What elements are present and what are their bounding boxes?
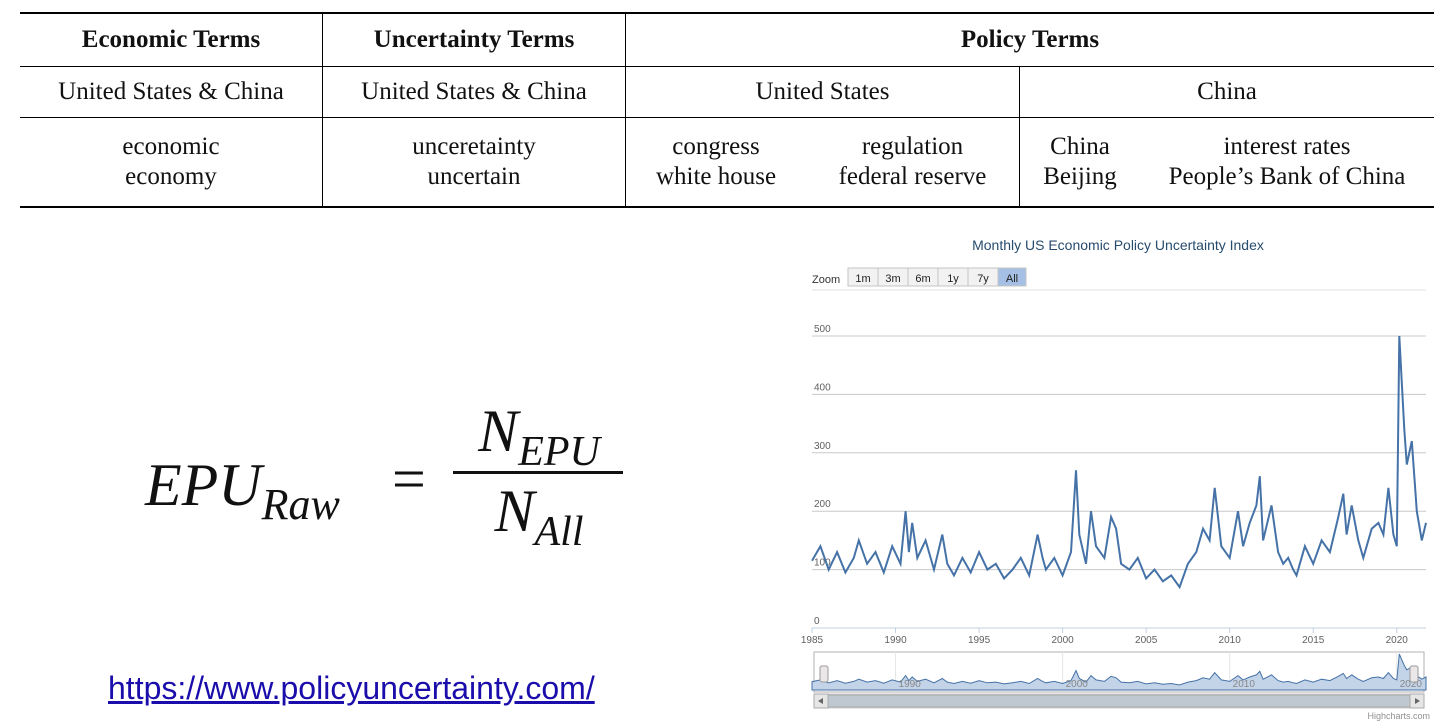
x-tick-label: 2000 xyxy=(1051,635,1074,646)
term: Beijing xyxy=(1043,163,1117,190)
term: interest rates xyxy=(1223,133,1351,160)
navigator-label: 2020 xyxy=(1400,679,1423,690)
chart-credit[interactable]: Highcharts.com xyxy=(1367,711,1430,721)
zoom-button-label: 3m xyxy=(885,273,900,285)
zoom-button-label: 6m xyxy=(915,273,930,285)
table-terms-row: economic economy unceretainty uncertain … xyxy=(20,117,1434,207)
zoom-buttons: 1m 3m 6m 1y 7y All xyxy=(847,267,1027,287)
term: congress xyxy=(672,133,760,160)
navigator-label: 2010 xyxy=(1233,679,1256,690)
navigator-left-handle[interactable] xyxy=(819,665,829,683)
zoom-button-bg xyxy=(997,267,1027,287)
formula-num-sub: EPU xyxy=(518,429,600,475)
term: federal reserve xyxy=(838,163,987,190)
fraction-bar xyxy=(453,471,623,474)
y-tick-label: 0 xyxy=(814,616,820,627)
formula-num-base: N xyxy=(478,398,519,464)
formula-lhs-base: EPU xyxy=(145,452,262,518)
y-tick-label: 400 xyxy=(814,382,831,393)
zoom-button-label: All xyxy=(1006,273,1018,285)
navigator-labels: 1990 2000 2010 2020 xyxy=(899,679,1423,690)
x-tick-labels: 1985 1990 1995 2000 2005 2010 2015 2020 xyxy=(801,628,1408,646)
china-policy-terms-cell-2: interest rates People’s Bank of China xyxy=(1140,117,1434,207)
policyuncertainty-link[interactable]: https://www.policyuncertainty.com/ xyxy=(108,670,595,706)
chart-title: Monthly US Economic Policy Uncertainty I… xyxy=(972,237,1264,253)
subheader-uncertainty-region: United States & China xyxy=(322,66,626,118)
header-economic-terms: Economic Terms xyxy=(20,13,323,67)
china-policy-terms-cell-1: China Beijing xyxy=(1019,117,1140,207)
y-tick-label: 100 xyxy=(814,558,831,569)
zoom-button-1m[interactable]: 1m xyxy=(847,267,879,287)
zoom-label: Zoom xyxy=(812,274,840,286)
subheader-united-states: United States xyxy=(625,66,1020,118)
term: white house xyxy=(655,163,777,190)
term: uncertain xyxy=(427,163,521,190)
zoom-button-label: 7y xyxy=(977,273,989,285)
header-policy-terms: Policy Terms xyxy=(960,26,1100,53)
x-tick-label: 1990 xyxy=(884,635,907,646)
formula-den-sub: All xyxy=(534,509,584,555)
formula-lhs-sub: Raw xyxy=(261,480,340,529)
term: economic xyxy=(122,133,220,160)
term: China xyxy=(1050,133,1110,160)
y-tick-label: 300 xyxy=(814,441,831,452)
navigator-label: 1990 xyxy=(899,679,922,690)
scroll-right-arrow-icon xyxy=(1415,698,1420,704)
zoom-button-1y[interactable]: 1y xyxy=(937,267,969,287)
table-subheader-row: United States & China United States & Ch… xyxy=(20,66,1434,118)
zoom-button-all[interactable]: All xyxy=(997,267,1027,287)
y-tick-label: 500 xyxy=(814,324,831,335)
us-policy-terms-cell-2: regulation federal reserve xyxy=(806,117,1020,207)
search-terms-table: Economic Terms Uncertainty Terms Policy … xyxy=(20,12,1434,208)
formula-denominator: NAll xyxy=(457,477,621,556)
term: regulation xyxy=(861,133,964,160)
us-policy-terms-cell-1: congress white house xyxy=(625,117,806,207)
header-uncertainty-terms: Uncertainty Terms xyxy=(322,13,626,67)
epu-series-line xyxy=(811,335,1427,590)
x-tick-label: 1985 xyxy=(801,635,824,646)
term: unceretainty xyxy=(412,133,536,160)
epu-raw-formula: EPURaw = NEPU NAll xyxy=(145,398,645,565)
economic-terms-cell: economic economy xyxy=(20,117,323,207)
formula-equals: = xyxy=(392,446,426,512)
zoom-button-label: 1y xyxy=(947,273,959,285)
subheader-economic-region: United States & China xyxy=(20,66,323,118)
zoom-button-7y[interactable]: 7y xyxy=(967,267,999,287)
formula-numerator: NEPU xyxy=(457,397,621,476)
term: economy xyxy=(125,163,217,190)
zoom-button-label: 1m xyxy=(855,273,870,285)
zoom-button-3m[interactable]: 3m xyxy=(877,267,909,287)
x-tick-label: 2020 xyxy=(1386,635,1409,646)
formula-den-base: N xyxy=(494,478,535,544)
scroll-left-arrow-icon xyxy=(818,698,823,704)
scrollbar-thumb[interactable] xyxy=(827,694,1411,708)
x-tick-label: 1995 xyxy=(968,635,991,646)
navigator-label: 2000 xyxy=(1066,679,1089,690)
navigator-right-handle[interactable] xyxy=(1409,665,1419,683)
x-tick-label: 2010 xyxy=(1219,635,1242,646)
formula-lhs: EPURaw xyxy=(145,451,340,530)
y-tick-label: 200 xyxy=(814,499,831,510)
term: People’s Bank of China xyxy=(1168,163,1406,190)
x-tick-label: 2015 xyxy=(1302,635,1325,646)
zoom-button-6m[interactable]: 6m xyxy=(907,267,939,287)
subheader-china: China xyxy=(1019,66,1434,118)
y-gridlines xyxy=(812,335,1426,571)
table-header-row: Economic Terms Uncertainty Terms Policy … xyxy=(20,13,1434,67)
navigator-area xyxy=(811,653,1427,691)
epu-index-chart: Monthly US Economic Policy Uncertainty I… xyxy=(801,237,1430,721)
x-tick-label: 2005 xyxy=(1135,635,1158,646)
y-tick-labels: 0 100 200 300 400 500 xyxy=(814,324,831,627)
uncertainty-terms-cell: unceretainty uncertain xyxy=(322,117,626,207)
